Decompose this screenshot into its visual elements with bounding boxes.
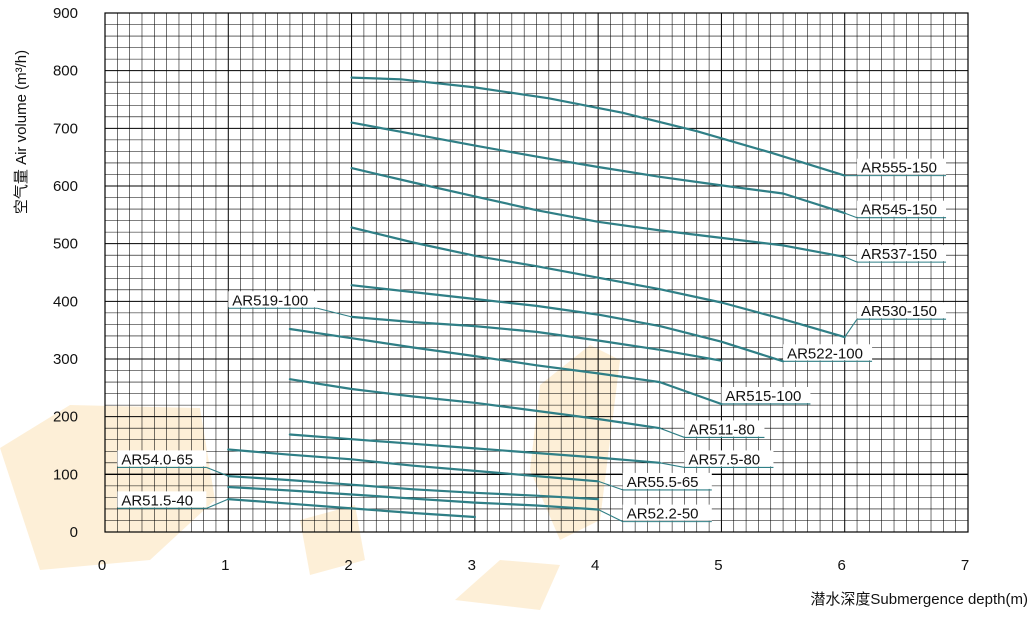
y-tick-label: 100 [53, 466, 78, 483]
y-tick-label: 700 [53, 120, 78, 137]
series-label-text: AR515-100 [725, 388, 801, 405]
series-line-AR51.5-40 [227, 498, 476, 519]
series-line-AR555-150 [350, 76, 846, 177]
grid [104, 12, 969, 533]
leader-line [317, 307, 352, 318]
label-bg [622, 504, 712, 521]
label-bg [857, 302, 947, 319]
series-label-text: AR530-150 [861, 303, 937, 320]
series-label-text: AR555-150 [861, 160, 937, 177]
series-label-text: AR54.0-65 [121, 451, 193, 468]
series-line-AR545-150 [350, 121, 846, 215]
y-axis-title: 空气量 Air volume (m³/h) [13, 50, 30, 214]
y-tick-label: 500 [53, 236, 78, 253]
series-label-text: AR55.5-65 [627, 474, 699, 491]
series-label-text: AR57.5-80 [688, 451, 760, 468]
label-bg [783, 344, 873, 361]
x-tick-labels: 0 1 2 3 4 5 6 7 [98, 557, 969, 574]
watermark-shape-0 [0, 405, 215, 570]
x-tick-label: 7 [961, 557, 969, 574]
series-line-AR511-80 [288, 378, 661, 430]
series-line-AR57.5-80 [288, 433, 661, 464]
x-tick-label: 0 [98, 557, 106, 574]
label-bg [684, 450, 774, 467]
y-tick-label: 800 [53, 63, 78, 80]
label-bg [117, 491, 207, 508]
leader-line [597, 480, 623, 491]
label-bg [721, 386, 811, 403]
series-label-AR537-150: AR537-150 [844, 245, 947, 263]
series-label-AR519-100: AR519-100 [228, 291, 352, 318]
y-tick-label: 900 [53, 5, 78, 22]
label-bg [857, 158, 947, 175]
leader-line [659, 462, 685, 468]
series-labels: AR555-150 AR545-150 AR537-150 AR530-150 AR52… [117, 158, 947, 523]
leader-line [206, 498, 229, 509]
series-label-text: AR545-150 [861, 202, 937, 219]
series-line-AR54.0-65 [227, 475, 600, 501]
series-label-text: AR511-80 [688, 421, 754, 438]
series-label-text: AR519-100 [232, 292, 308, 309]
series-group [227, 76, 846, 519]
series-label-AR57.5-80: AR57.5-80 [659, 450, 774, 468]
watermark-shape-1 [300, 505, 365, 575]
y-tick-label: 400 [53, 293, 78, 310]
series-label-AR515-100: AR515-100 [721, 386, 811, 405]
y-tick-label: 300 [53, 351, 78, 368]
label-bg [857, 245, 947, 262]
series-label-text: AR51.5-40 [121, 492, 193, 509]
series-label-AR54.0-65: AR54.0-65 [117, 450, 229, 477]
series-label-AR530-150: AR530-150 [844, 302, 947, 338]
series-label-AR555-150: AR555-150 [844, 158, 947, 177]
series-label-text: AR522-100 [787, 345, 863, 362]
series-line-AR530-150 [350, 226, 846, 339]
leader-line [844, 212, 858, 219]
y-tick-label: 600 [53, 178, 78, 195]
label-bg [684, 420, 765, 437]
y-tick-label: 200 [53, 409, 78, 426]
series-label-AR51.5-40: AR51.5-40 [117, 491, 229, 509]
x-tick-label: 4 [591, 557, 599, 574]
watermark [0, 345, 620, 610]
series-line-AR515-100 [288, 327, 723, 406]
x-tick-label: 5 [714, 557, 722, 574]
series-label-text: AR52.2-50 [627, 506, 699, 523]
series-label-text: AR537-150 [861, 246, 937, 263]
series-line-AR522-100 [350, 284, 785, 363]
series-label-AR55.5-65: AR55.5-65 [597, 472, 712, 491]
leader-line [844, 256, 858, 263]
y-tick-label: 0 [70, 524, 78, 541]
x-tick-label: 2 [344, 557, 352, 574]
x-axis-title: 潜水深度Submergence depth(m) [810, 591, 1028, 608]
label-bg [857, 200, 947, 217]
watermark-shape-3 [455, 560, 560, 610]
series-line-AR537-150 [350, 167, 846, 258]
series-line-AR519-100 [350, 315, 723, 362]
series-label-AR52.2-50: AR52.2-50 [597, 504, 712, 523]
label-bg [228, 291, 318, 308]
label-bg [622, 472, 712, 489]
series-line-AR52.2-50 [227, 485, 600, 511]
series-label-AR522-100: AR522-100 [783, 344, 873, 362]
x-tick-label: 1 [221, 557, 229, 574]
leader-line [659, 427, 685, 438]
leader-line [206, 466, 229, 477]
leader-line [597, 509, 624, 523]
leader-line [844, 318, 858, 338]
label-bg [117, 450, 207, 467]
series-label-AR511-80: AR511-80 [659, 420, 765, 438]
series-line-AR55.5-65 [227, 448, 600, 483]
series-label-AR545-150: AR545-150 [844, 200, 947, 219]
x-tick-label: 3 [468, 557, 476, 574]
x-tick-label: 6 [838, 557, 846, 574]
y-tick-labels: 0 100 200 300 400 500 600 700 800 900 [53, 5, 78, 541]
